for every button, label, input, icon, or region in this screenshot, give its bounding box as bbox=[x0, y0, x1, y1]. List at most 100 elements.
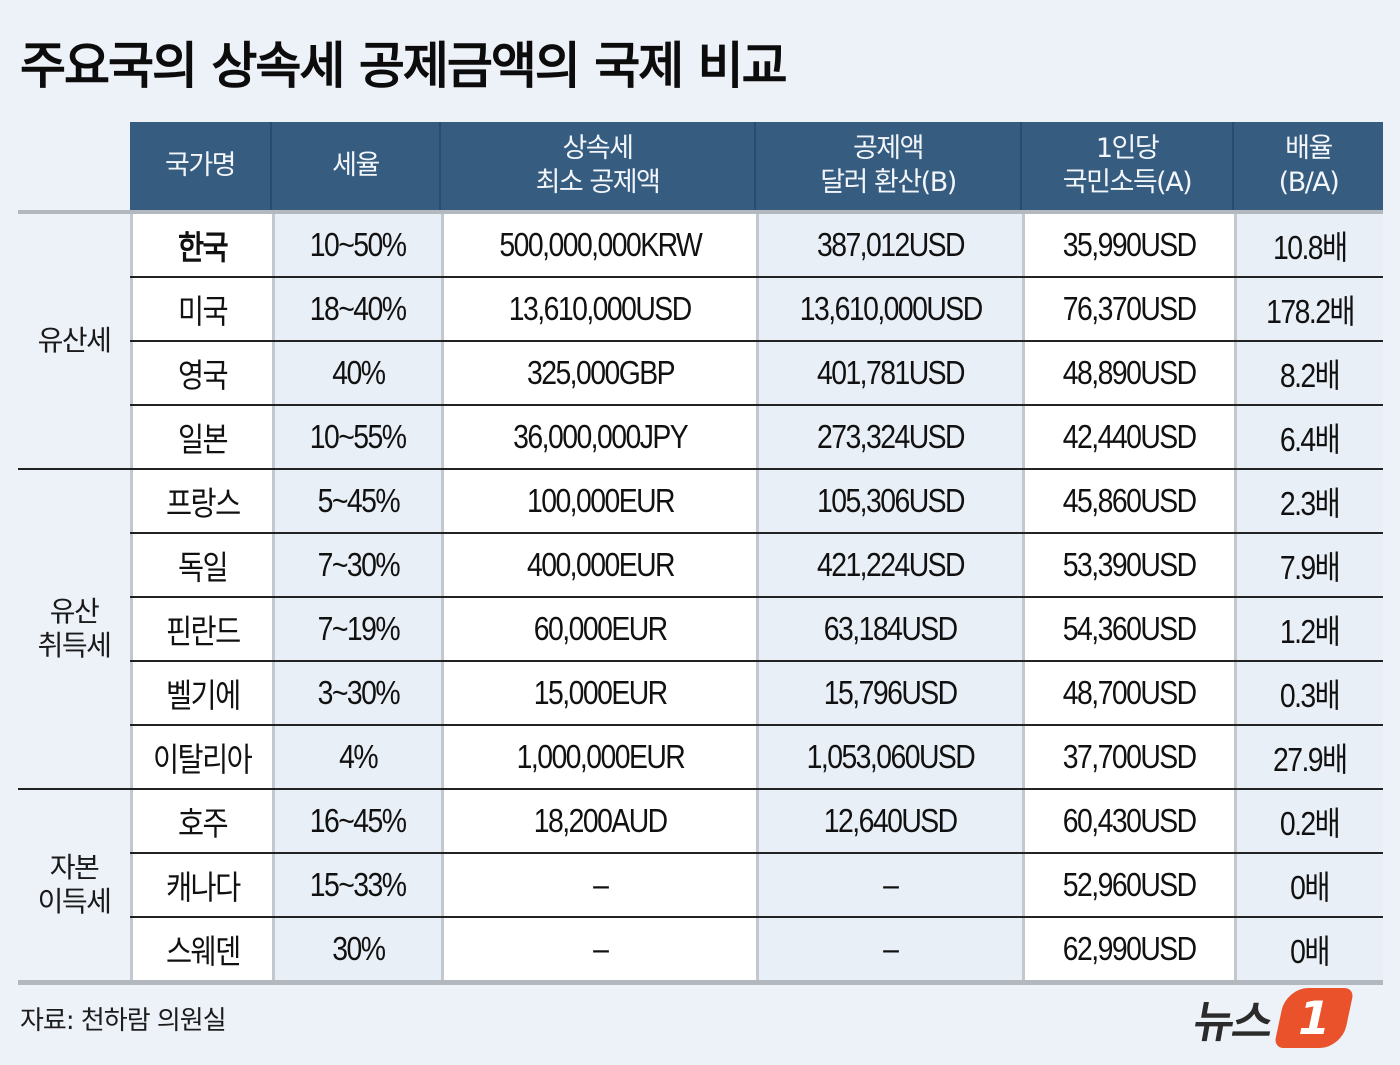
min-deduction-cell: – bbox=[441, 854, 756, 916]
gni-cell: 35,990USD bbox=[1022, 214, 1234, 276]
ratio-cell: 0.3배 bbox=[1234, 662, 1383, 724]
min-deduction-cell: – bbox=[441, 918, 756, 980]
gni-cell: 45,860USD bbox=[1022, 470, 1234, 532]
table-header: 국가명 세율 상속세 최소 공제액 공제액 달러 환산(B) 1인당 국민소득(… bbox=[130, 122, 1383, 210]
ratio-cell: 0배 bbox=[1234, 918, 1383, 980]
table-row: 호주 16~45% 18,200AUD 12,640USD 60,430USD … bbox=[130, 790, 1383, 854]
min-deduction-cell: 36,000,000JPY bbox=[441, 406, 756, 468]
usd-cell: 105,306USD bbox=[756, 470, 1022, 532]
country-cell: 독일 bbox=[130, 534, 272, 596]
min-deduction-cell: 325,000GBP bbox=[441, 342, 756, 404]
header-usd-deduction: 공제액 달러 환산(B) bbox=[756, 122, 1022, 210]
country-cell: 미국 bbox=[130, 278, 272, 340]
usd-cell: – bbox=[756, 854, 1022, 916]
rate-cell: 15~33% bbox=[272, 854, 441, 916]
ratio-cell: 178.2배 bbox=[1234, 278, 1383, 340]
gni-cell: 48,890USD bbox=[1022, 342, 1234, 404]
min-deduction-cell: 100,000EUR bbox=[441, 470, 756, 532]
group-label: 유산세 bbox=[37, 324, 112, 357]
group-label: 유산 취득세 bbox=[37, 595, 112, 662]
gni-cell: 37,700USD bbox=[1022, 726, 1234, 788]
gni-cell: 76,370USD bbox=[1022, 278, 1234, 340]
usd-cell: 273,324USD bbox=[756, 406, 1022, 468]
usd-cell: – bbox=[756, 918, 1022, 980]
ratio-cell: 6.4배 bbox=[1234, 406, 1383, 468]
table-row: 이탈리아 4% 1,000,000EUR 1,053,060USD 37,700… bbox=[130, 726, 1383, 788]
rate-cell: 5~45% bbox=[272, 470, 441, 532]
rate-cell: 16~45% bbox=[272, 790, 441, 852]
rate-cell: 40% bbox=[272, 342, 441, 404]
table-row: 핀란드 7~19% 60,000EUR 63,184USD 54,360USD … bbox=[130, 598, 1383, 662]
table-row: 영국 40% 325,000GBP 401,781USD 48,890USD 8… bbox=[130, 342, 1383, 406]
header-country: 국가명 bbox=[130, 122, 272, 210]
table-row: 벨기에 3~30% 15,000EUR 15,796USD 48,700USD … bbox=[130, 662, 1383, 726]
ratio-cell: 8.2배 bbox=[1234, 342, 1383, 404]
table-row: 일본 10~55% 36,000,000JPY 273,324USD 42,44… bbox=[130, 406, 1383, 468]
rate-cell: 10~55% bbox=[272, 406, 441, 468]
gni-cell: 52,960USD bbox=[1022, 854, 1234, 916]
table-row: 캐나다 15~33% – – 52,960USD 0배 bbox=[130, 854, 1383, 918]
country-cell: 프랑스 bbox=[130, 470, 272, 532]
rate-cell: 7~30% bbox=[272, 534, 441, 596]
min-deduction-cell: 18,200AUD bbox=[441, 790, 756, 852]
table-row: 프랑스 5~45% 100,000EUR 105,306USD 45,860US… bbox=[130, 470, 1383, 534]
group-inheritance-acquisition-tax: 유산 취득세 프랑스 5~45% 100,000EUR 105,306USD 4… bbox=[18, 470, 1383, 790]
usd-cell: 421,224USD bbox=[756, 534, 1022, 596]
header-gni-per-capita: 1인당 국민소득(A) bbox=[1022, 122, 1234, 210]
country-cell: 이탈리아 bbox=[130, 726, 272, 788]
min-deduction-cell: 500,000,000KRW bbox=[441, 214, 756, 276]
min-deduction-cell: 400,000EUR bbox=[441, 534, 756, 596]
gni-cell: 48,700USD bbox=[1022, 662, 1234, 724]
rate-cell: 3~30% bbox=[272, 662, 441, 724]
min-deduction-cell: 13,610,000USD bbox=[441, 278, 756, 340]
ratio-cell: 10.8배 bbox=[1234, 214, 1383, 276]
header-divider bbox=[18, 210, 1383, 214]
header-ratio: 배율 (B/A) bbox=[1278, 133, 1340, 198]
table-row: 미국 18~40% 13,610,000USD 13,610,000USD 76… bbox=[130, 278, 1383, 342]
news1-logo: 뉴스 1 bbox=[1190, 983, 1395, 1053]
min-deduction-cell: 1,000,000EUR bbox=[441, 726, 756, 788]
header-min-deduction: 상속세 최소 공제액 bbox=[441, 122, 756, 210]
usd-cell: 15,796USD bbox=[756, 662, 1022, 724]
ratio-cell: 7.9배 bbox=[1234, 534, 1383, 596]
group-estate-tax: 유산세 한국 10~50% 500,000,000KRW 387,012USD … bbox=[18, 214, 1383, 470]
country-cell: 캐나다 bbox=[130, 854, 272, 916]
country-cell: 벨기에 bbox=[130, 662, 272, 724]
gni-cell: 53,390USD bbox=[1022, 534, 1234, 596]
rate-cell: 10~50% bbox=[272, 214, 441, 276]
min-deduction-cell: 15,000EUR bbox=[441, 662, 756, 724]
rate-cell: 18~40% bbox=[272, 278, 441, 340]
table-row: 한국 10~50% 500,000,000KRW 387,012USD 35,9… bbox=[130, 214, 1383, 278]
country-cell: 스웨덴 bbox=[130, 918, 272, 980]
ratio-cell: 1.2배 bbox=[1234, 598, 1383, 660]
logo-text: 뉴스 bbox=[1189, 997, 1276, 1048]
gni-cell: 62,990USD bbox=[1022, 918, 1234, 980]
rate-cell: 7~19% bbox=[272, 598, 441, 660]
gni-cell: 60,430USD bbox=[1022, 790, 1234, 852]
usd-cell: 12,640USD bbox=[756, 790, 1022, 852]
chart-title: 주요국의 상속세 공제금액의 국제 비교 bbox=[20, 37, 788, 95]
country-cell: 영국 bbox=[130, 342, 272, 404]
country-cell: 호주 bbox=[130, 790, 272, 852]
usd-cell: 401,781USD bbox=[756, 342, 1022, 404]
rate-cell: 30% bbox=[272, 918, 441, 980]
ratio-cell: 0.2배 bbox=[1234, 790, 1383, 852]
gni-cell: 42,440USD bbox=[1022, 406, 1234, 468]
table-body: 유산세 한국 10~50% 500,000,000KRW 387,012USD … bbox=[18, 214, 1383, 985]
logo-badge-icon: 1 bbox=[1273, 988, 1355, 1048]
group-capital-gains-tax: 자본 이득세 호주 16~45% 18,200AUD 12,640USD 60,… bbox=[18, 790, 1383, 985]
usd-cell: 13,610,000USD bbox=[756, 278, 1022, 340]
ratio-cell: 2.3배 bbox=[1234, 470, 1383, 532]
ratio-cell: 0배 bbox=[1234, 854, 1383, 916]
min-deduction-cell: 60,000EUR bbox=[441, 598, 756, 660]
group-label: 자본 이득세 bbox=[37, 851, 112, 918]
ratio-cell: 27.9배 bbox=[1234, 726, 1383, 788]
rate-cell: 4% bbox=[272, 726, 441, 788]
country-cell: 한국 bbox=[130, 214, 272, 276]
usd-cell: 387,012USD bbox=[756, 214, 1022, 276]
header-tax-rate: 세율 bbox=[272, 122, 441, 210]
table-row: 독일 7~30% 400,000EUR 421,224USD 53,390USD… bbox=[130, 534, 1383, 598]
usd-cell: 63,184USD bbox=[756, 598, 1022, 660]
source-note: 자료: 천하람 의원실 bbox=[20, 1006, 227, 1036]
table-row: 스웨덴 30% – – 62,990USD 0배 bbox=[130, 918, 1383, 980]
